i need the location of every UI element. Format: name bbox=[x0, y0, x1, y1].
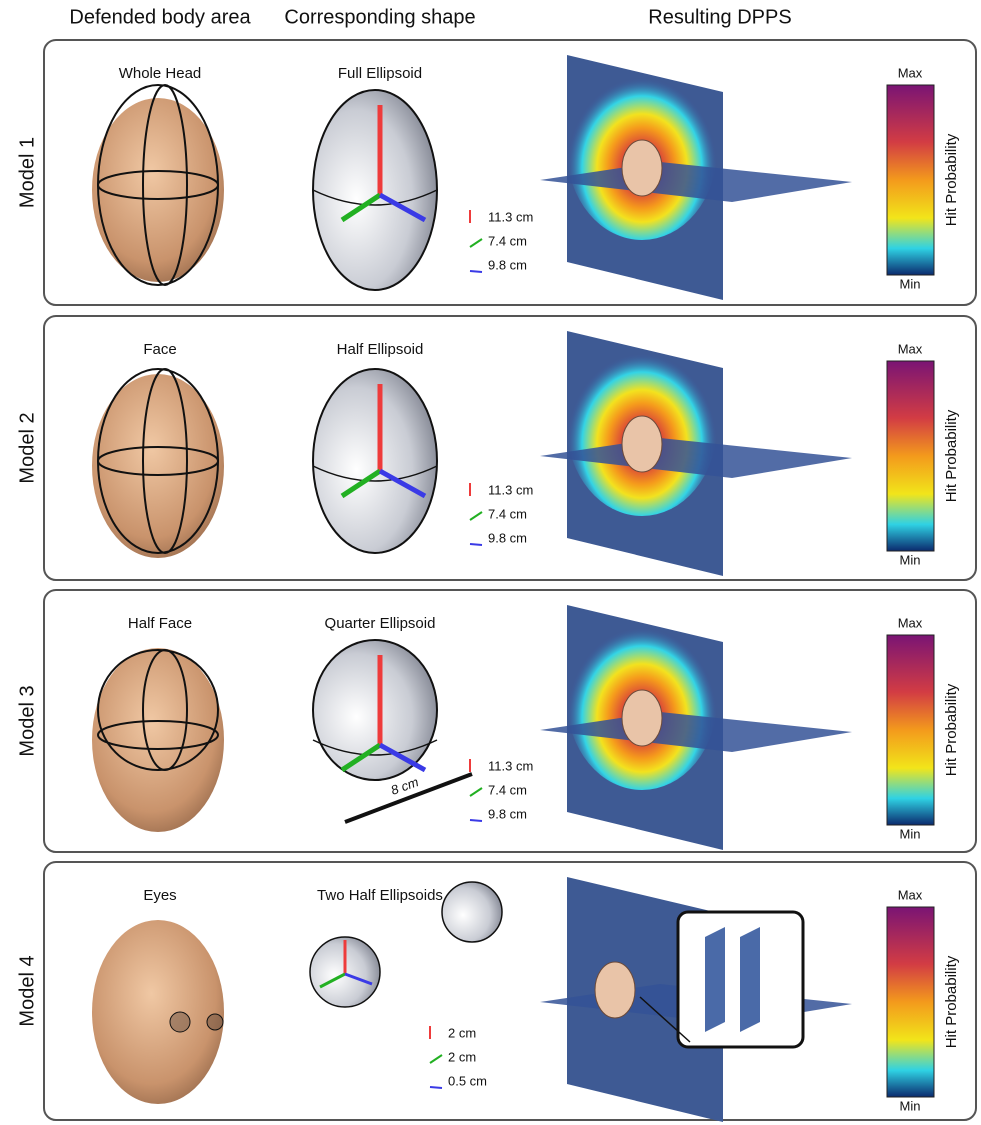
ellipsoid bbox=[313, 90, 437, 290]
dimension-label: 2 cm bbox=[448, 1025, 476, 1040]
figure: Defended body area Corresponding shape R… bbox=[0, 0, 981, 1125]
model-panel: Model 3 Half Face Quarter Ellipsoid 11.3 cm… bbox=[16, 590, 976, 852]
dimension-label: 2 cm bbox=[448, 1049, 476, 1064]
dimension-label: 9.8 cm bbox=[488, 257, 527, 272]
head-mesh bbox=[595, 962, 635, 1018]
colorbar-title: Hit Probability bbox=[943, 133, 960, 226]
colorbar bbox=[887, 85, 934, 275]
colorbar-min: Min bbox=[900, 1098, 921, 1113]
head-mesh bbox=[622, 416, 662, 472]
body-area-label: Face bbox=[143, 341, 176, 358]
head bbox=[92, 98, 224, 282]
model-label: Model 3 bbox=[16, 685, 38, 756]
column-header: Resulting DPPS bbox=[648, 6, 791, 28]
dimension-arrow bbox=[470, 820, 482, 821]
dimension-label: 11.3 cm bbox=[488, 209, 533, 224]
model-label: Model 2 bbox=[16, 412, 38, 483]
half-ellipsoid bbox=[442, 882, 502, 942]
colorbar-title: Hit Probability bbox=[943, 683, 960, 776]
ellipsoid bbox=[313, 369, 437, 553]
colorbar-min: Min bbox=[900, 552, 921, 567]
colorbar-max: Max bbox=[898, 65, 923, 80]
dimension-arrow bbox=[470, 271, 482, 272]
head bbox=[92, 648, 224, 832]
colorbar-max: Max bbox=[898, 615, 923, 630]
body-area-label: Half Face bbox=[128, 615, 192, 632]
dimension-arrow bbox=[470, 788, 482, 796]
colorbar-title: Hit Probability bbox=[943, 955, 960, 1048]
dimension-label: 11.3 cm bbox=[488, 758, 533, 773]
dimension-arrow bbox=[470, 512, 482, 520]
colorbar bbox=[887, 361, 934, 551]
dimension-label: 7.4 cm bbox=[488, 506, 527, 521]
head bbox=[92, 920, 224, 1104]
dimension-arrow bbox=[470, 544, 482, 545]
column-header: Defended body area bbox=[69, 6, 251, 28]
dimension-label: 9.8 cm bbox=[488, 806, 527, 821]
head-mesh bbox=[622, 140, 662, 196]
dimension-label: 7.4 cm bbox=[488, 782, 527, 797]
ellipsoid bbox=[313, 640, 437, 780]
dimension-arrow bbox=[430, 1087, 442, 1088]
dimension-arrow bbox=[430, 1055, 442, 1063]
model-label: Model 4 bbox=[16, 955, 38, 1026]
colorbar-min: Min bbox=[900, 826, 921, 841]
dimension-label: 9.8 cm bbox=[488, 530, 527, 545]
body-area-label: Eyes bbox=[143, 887, 176, 904]
dimension-label: 7.4 cm bbox=[488, 233, 527, 248]
dimension-label: 0.5 cm bbox=[448, 1073, 487, 1088]
colorbar bbox=[887, 635, 934, 825]
model-label: Model 1 bbox=[16, 137, 38, 208]
model-panel: Model 1 Whole Head Full Ellipsoid 11.3 cm 7.… bbox=[16, 40, 976, 305]
body-area-label: Whole Head bbox=[119, 65, 202, 82]
shape-label: Full Ellipsoid bbox=[338, 65, 422, 82]
column-header: Corresponding shape bbox=[284, 6, 475, 28]
colorbar-max: Max bbox=[898, 341, 923, 356]
shape-label: Quarter Ellipsoid bbox=[325, 615, 436, 632]
eye-shape bbox=[170, 1012, 190, 1032]
shape-label: Two Half Ellipsoids bbox=[317, 887, 443, 904]
dimension-arrow bbox=[470, 239, 482, 247]
colorbar-title: Hit Probability bbox=[943, 409, 960, 502]
shape-label: Half Ellipsoid bbox=[337, 341, 424, 358]
inset-plane bbox=[705, 927, 725, 1032]
colorbar-min: Min bbox=[900, 276, 921, 291]
head-mesh bbox=[622, 690, 662, 746]
colorbar bbox=[887, 907, 934, 1097]
colorbar-max: Max bbox=[898, 887, 923, 902]
eye-shape bbox=[207, 1014, 223, 1030]
model-panel: Model 2 Face Half Ellipsoid 11.3 cm 7.4 cm 9.… bbox=[16, 316, 976, 580]
inset-plane bbox=[740, 927, 760, 1032]
dimension-label: 11.3 cm bbox=[488, 482, 533, 497]
